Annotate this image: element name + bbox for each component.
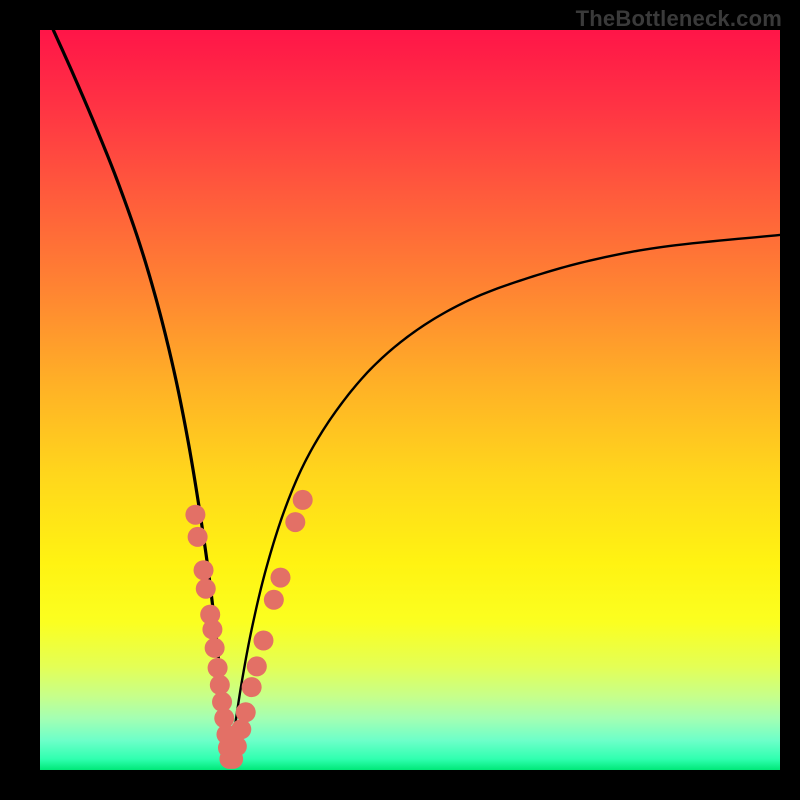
marker-point bbox=[196, 579, 216, 599]
marker-point bbox=[205, 638, 225, 658]
plot-area bbox=[40, 30, 780, 770]
marker-point bbox=[293, 490, 313, 510]
marker-point bbox=[185, 505, 205, 525]
marker-point bbox=[208, 658, 228, 678]
marker-point bbox=[242, 677, 262, 697]
marker-point bbox=[236, 702, 256, 722]
marker-point bbox=[285, 512, 305, 532]
watermark-text: TheBottleneck.com bbox=[576, 6, 782, 32]
marker-point bbox=[210, 675, 230, 695]
marker-point bbox=[264, 590, 284, 610]
marker-point bbox=[231, 719, 251, 739]
marker-point bbox=[271, 568, 291, 588]
marker-point bbox=[194, 560, 214, 580]
marker-point bbox=[202, 619, 222, 639]
marker-point bbox=[227, 736, 247, 756]
chart-container: TheBottleneck.com bbox=[0, 0, 800, 800]
marker-point bbox=[253, 631, 273, 651]
marker-point bbox=[188, 527, 208, 547]
marker-point bbox=[247, 656, 267, 676]
gradient-background bbox=[40, 30, 780, 770]
plot-svg bbox=[40, 30, 780, 770]
